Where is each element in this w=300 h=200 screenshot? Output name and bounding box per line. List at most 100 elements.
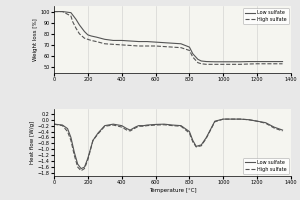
- High sulfate: [142, 125, 146, 127]
- High sulfate: [76, 166, 80, 168]
- Low sulfate: [264, 121, 267, 124]
- X-axis label: Temperature [°C]: Temperature [°C]: [149, 188, 196, 193]
- High sulfate: [103, 125, 106, 127]
- High sulfate: [74, 27, 78, 29]
- High sulfate: [83, 37, 86, 39]
- Low sulfate: [125, 127, 129, 130]
- Low sulfate: [94, 36, 98, 38]
- Low sulfate: [255, 120, 259, 122]
- Low sulfate: [281, 129, 284, 131]
- High sulfate: [179, 125, 183, 127]
- Low sulfate: [128, 129, 132, 131]
- High sulfate: [96, 133, 100, 135]
- High sulfate: [221, 118, 225, 120]
- Legend: Low sulfate, High sulfate: Low sulfate, High sulfate: [243, 158, 289, 174]
- High sulfate: [128, 130, 132, 132]
- Low sulfate: [137, 40, 140, 43]
- High sulfate: [154, 45, 158, 47]
- High sulfate: [200, 145, 203, 147]
- Low sulfate: [69, 11, 73, 14]
- High sulfate: [196, 61, 200, 64]
- High sulfate: [73, 154, 76, 156]
- High sulfate: [137, 125, 140, 127]
- Low sulfate: [200, 60, 203, 62]
- High sulfate: [238, 118, 242, 120]
- Low sulfate: [194, 145, 198, 148]
- High sulfate: [221, 63, 225, 66]
- Low sulfate: [91, 139, 95, 142]
- High sulfate: [116, 125, 120, 127]
- Low sulfate: [103, 38, 106, 41]
- High sulfate: [128, 44, 132, 47]
- Low sulfate: [238, 118, 242, 120]
- Low sulfate: [74, 18, 78, 21]
- High sulfate: [69, 15, 73, 17]
- Low sulfate: [247, 119, 250, 121]
- Low sulfate: [213, 61, 217, 63]
- Low sulfate: [83, 166, 86, 168]
- Low sulfate: [89, 35, 93, 37]
- Y-axis label: Heat flow [W/g]: Heat flow [W/g]: [30, 121, 35, 164]
- Low sulfate: [188, 46, 191, 48]
- High sulfate: [69, 139, 73, 142]
- Low sulfate: [162, 123, 166, 125]
- Low sulfate: [86, 34, 90, 36]
- Low sulfate: [200, 144, 203, 146]
- Low sulfate: [52, 123, 56, 125]
- Line: Low sulfate: Low sulfate: [54, 12, 283, 62]
- High sulfate: [112, 124, 115, 126]
- Low sulfate: [120, 124, 124, 127]
- High sulfate: [264, 122, 267, 124]
- Low sulfate: [83, 30, 86, 33]
- Low sulfate: [69, 136, 73, 139]
- Low sulfate: [272, 60, 276, 63]
- Low sulfate: [238, 61, 242, 63]
- Low sulfate: [116, 124, 120, 126]
- High sulfate: [188, 49, 191, 52]
- Low sulfate: [154, 41, 158, 43]
- Low sulfate: [264, 60, 267, 63]
- High sulfate: [78, 33, 81, 35]
- Line: Low sulfate: Low sulfate: [54, 119, 283, 169]
- High sulfate: [145, 45, 149, 47]
- Low sulfate: [61, 10, 64, 13]
- High sulfate: [61, 10, 64, 13]
- High sulfate: [89, 39, 93, 42]
- Low sulfate: [103, 124, 106, 127]
- High sulfate: [120, 126, 124, 128]
- Low sulfate: [145, 40, 149, 43]
- High sulfate: [281, 130, 284, 132]
- Low sulfate: [230, 61, 234, 63]
- High sulfate: [86, 159, 90, 161]
- High sulfate: [188, 132, 191, 134]
- High sulfate: [191, 56, 195, 58]
- High sulfate: [247, 63, 250, 65]
- High sulfate: [83, 167, 86, 170]
- Low sulfate: [66, 127, 69, 130]
- High sulfate: [86, 38, 90, 41]
- Low sulfate: [76, 163, 80, 165]
- High sulfate: [255, 63, 259, 65]
- Y-axis label: Weight loss [%]: Weight loss [%]: [33, 18, 38, 61]
- Line: High sulfate: High sulfate: [54, 119, 283, 171]
- Legend: Low sulfate, High sulfate: Low sulfate, High sulfate: [243, 8, 289, 24]
- High sulfate: [162, 124, 166, 126]
- High sulfate: [61, 124, 64, 127]
- High sulfate: [255, 120, 259, 122]
- High sulfate: [71, 20, 74, 23]
- High sulfate: [213, 121, 217, 123]
- High sulfate: [125, 129, 129, 131]
- High sulfate: [264, 63, 267, 65]
- Low sulfate: [196, 58, 200, 61]
- High sulfate: [137, 45, 140, 47]
- High sulfate: [194, 146, 198, 148]
- Low sulfate: [162, 41, 166, 44]
- High sulfate: [238, 63, 242, 66]
- High sulfate: [205, 63, 208, 66]
- Low sulfate: [120, 39, 124, 42]
- High sulfate: [52, 123, 56, 125]
- High sulfate: [112, 43, 115, 46]
- Low sulfate: [191, 139, 195, 142]
- Low sulfate: [230, 118, 234, 120]
- Low sulfate: [112, 39, 115, 42]
